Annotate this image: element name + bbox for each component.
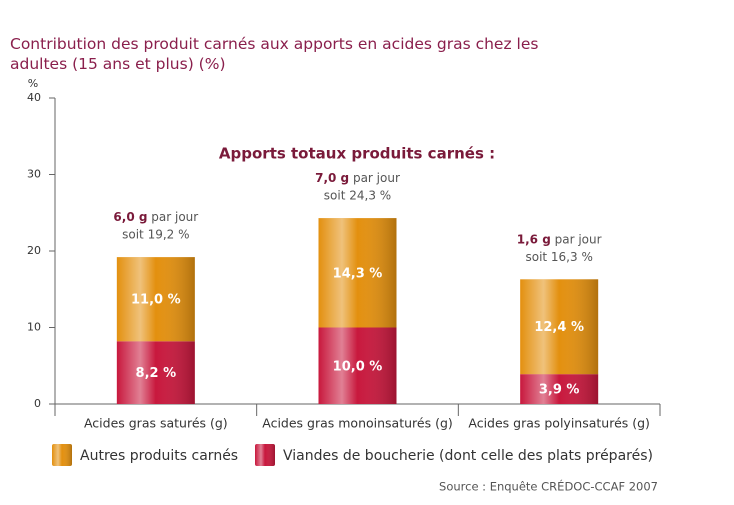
- annotation-per: par jour: [353, 171, 400, 185]
- legend-shine: [255, 444, 275, 466]
- chart-title: Contribution des produit carnés aux appo…: [10, 35, 539, 73]
- annotation-share: soit 16,3 %: [525, 250, 592, 264]
- y-tick-label: 40: [27, 91, 41, 104]
- annotation-share: soit 19,2 %: [122, 228, 189, 242]
- x-tick-label: Acides gras polyinsaturés (g): [468, 416, 650, 431]
- annotation: 7,0 g par jour: [315, 171, 400, 185]
- annotation-amount: 7,0 g: [315, 171, 349, 185]
- bar-shine: [116, 257, 195, 342]
- annotation: 6,0 g par jour: [113, 210, 198, 224]
- legend-shine: [52, 444, 72, 466]
- annotation: 1,6 g par jour: [517, 232, 602, 246]
- value-label: 12,4 %: [534, 320, 584, 335]
- y-tick-label: 10: [27, 321, 41, 334]
- value-label: 10,0 %: [333, 359, 383, 374]
- annotation-per: par jour: [555, 232, 602, 246]
- bar-shine: [520, 374, 599, 404]
- x-tick-label: Acides gras saturés (g): [84, 416, 228, 431]
- value-label: 14,3 %: [333, 266, 383, 281]
- y-tick-label: 0: [34, 397, 41, 410]
- subtitle: Apports totaux produits carnés :: [219, 145, 495, 163]
- annotation-per: par jour: [151, 210, 198, 224]
- bar-shine: [116, 341, 195, 404]
- y-tick-label: 20: [27, 244, 41, 257]
- x-tick-label: Acides gras monoinsaturés (g): [262, 416, 453, 431]
- value-label: 11,0 %: [131, 293, 181, 308]
- value-label: 8,2 %: [136, 366, 177, 381]
- bar-shine: [318, 218, 397, 328]
- bar-shine: [520, 279, 599, 375]
- legend-label: Viandes de boucherie (dont celle des pla…: [283, 448, 653, 464]
- legend-label: Autres produits carnés: [80, 448, 238, 464]
- annotation-amount: 1,6 g: [517, 232, 551, 246]
- value-label: 3,9 %: [539, 383, 580, 398]
- y-axis-label: %: [28, 77, 38, 90]
- annotation-share: soit 24,3 %: [324, 189, 391, 203]
- annotation-amount: 6,0 g: [113, 210, 147, 224]
- bar-shine: [318, 327, 397, 404]
- source: Source : Enquête CRÉDOC-CCAF 2007: [439, 479, 658, 494]
- y-tick-label: 30: [27, 168, 41, 181]
